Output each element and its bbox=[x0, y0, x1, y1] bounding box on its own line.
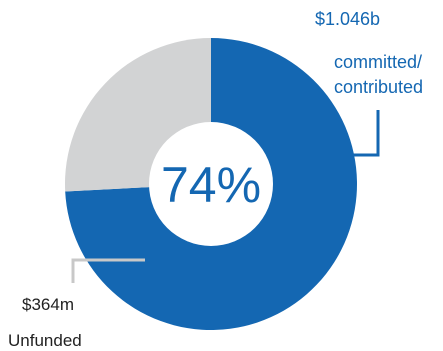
donut-center-hole bbox=[149, 122, 273, 246]
center-percent-label: 74% bbox=[161, 157, 261, 213]
unfunded-amount-label: $364m bbox=[22, 295, 74, 314]
committed-label-line-1: committed/ bbox=[334, 52, 422, 72]
committed-label-line-2: contributed bbox=[334, 77, 423, 97]
unfunded-callout-line bbox=[71, 258, 145, 283]
committed-callout-line bbox=[310, 110, 380, 157]
unfunded-label: Unfunded bbox=[8, 331, 82, 350]
committed-amount-label: $1.046b bbox=[315, 9, 380, 29]
